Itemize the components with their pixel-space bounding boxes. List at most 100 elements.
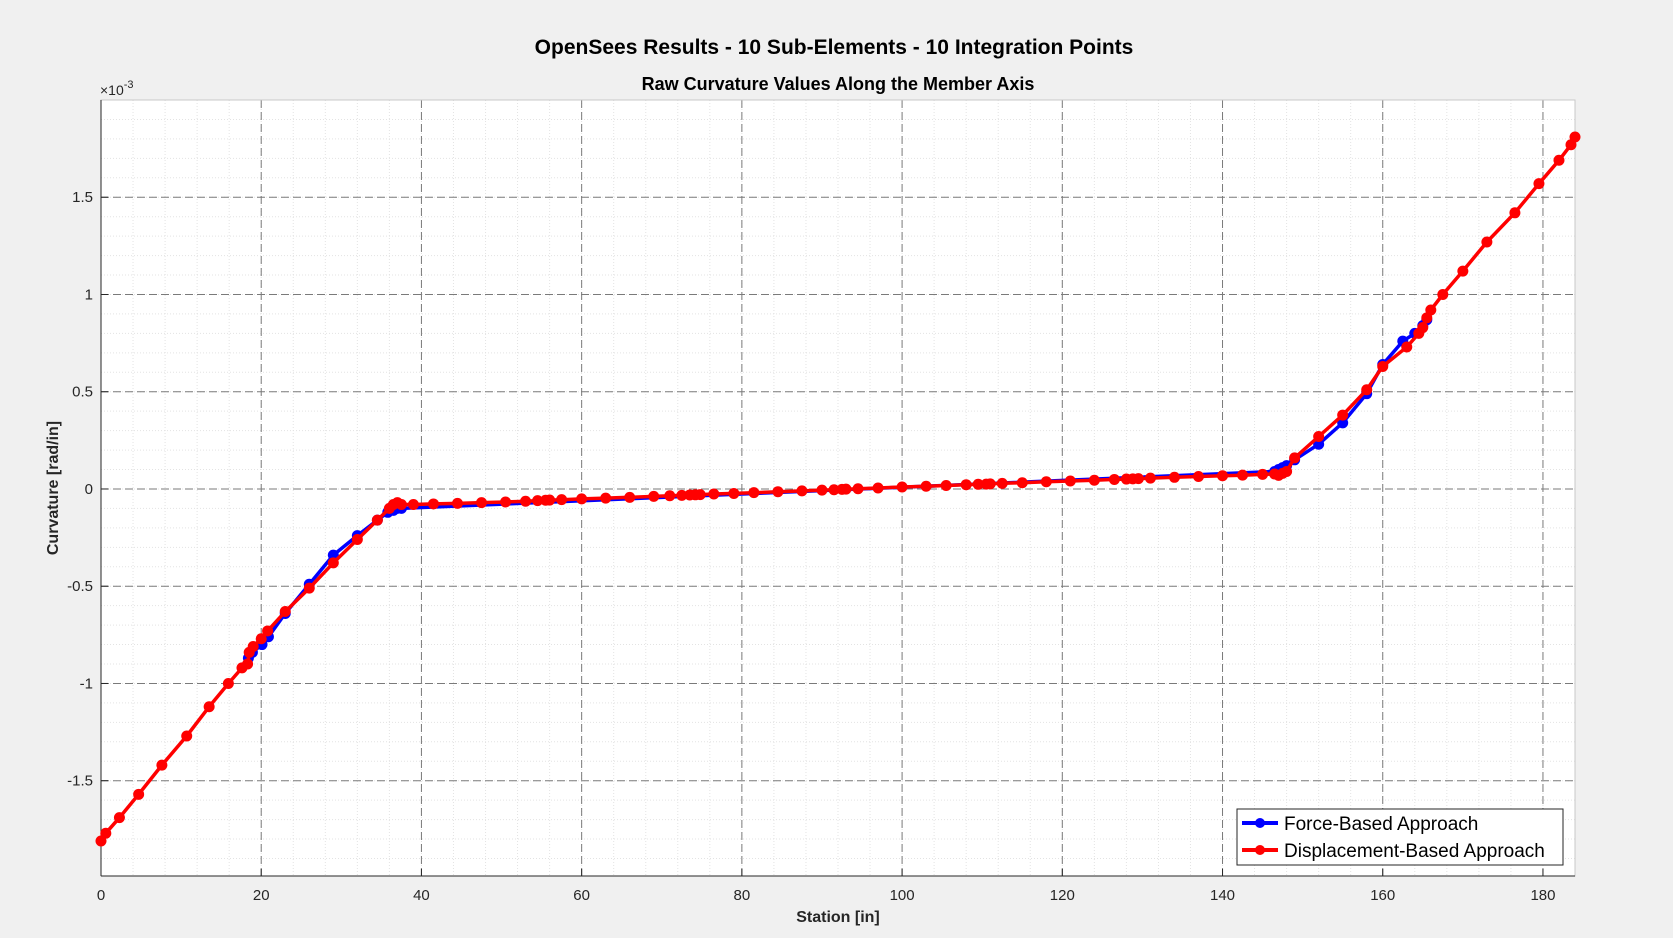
data-point (1040, 476, 1052, 488)
data-point (676, 489, 688, 501)
x-axis-label: Station [in] (796, 909, 880, 926)
data-point (156, 759, 168, 771)
data-point (1192, 471, 1204, 483)
data-point (694, 489, 706, 501)
x-tick-label: 40 (413, 887, 430, 904)
x-axis-ticks: 0 20 40 60 80 100 120 140 160 180 (97, 869, 1555, 904)
data-point (1088, 474, 1100, 486)
data-point (247, 641, 259, 653)
data-point (351, 534, 363, 546)
data-point (896, 481, 908, 493)
data-point (181, 730, 193, 742)
data-point (728, 487, 740, 499)
data-point (600, 492, 612, 504)
y-tick-label: -1.5 (67, 773, 93, 790)
data-point (748, 487, 760, 499)
data-point (1457, 265, 1469, 277)
data-point (255, 633, 267, 645)
data-point (407, 499, 419, 511)
data-point (1257, 468, 1269, 480)
y-exponent-label: ×10-3 (100, 79, 134, 98)
data-point (1337, 409, 1349, 421)
data-point (1132, 473, 1144, 485)
y-tick-label: 0.5 (72, 384, 93, 401)
data-point (828, 484, 840, 496)
y-tick-label: 0 (85, 481, 93, 498)
data-point (242, 658, 254, 670)
data-point (1237, 469, 1249, 481)
data-point (1144, 472, 1156, 484)
legend: Force-Based Approach Displacement-Based … (1236, 808, 1564, 866)
data-point (1437, 288, 1449, 300)
data-point (576, 493, 588, 505)
x-tick-label: 80 (734, 887, 751, 904)
data-point (624, 491, 636, 503)
data-point (371, 514, 383, 526)
data-point (1377, 360, 1389, 372)
data-point (796, 485, 808, 497)
series-displacement-based (95, 131, 1581, 847)
data-point (1168, 471, 1180, 483)
data-point (1337, 417, 1349, 429)
data-point (544, 494, 556, 506)
y-tick-label: -0.5 (67, 578, 93, 595)
data-point (984, 478, 996, 490)
x-tick-label: 120 (1050, 887, 1075, 904)
x-tick-label: 20 (253, 887, 270, 904)
data-point (872, 482, 884, 494)
data-point (1016, 477, 1028, 489)
y-tick-label: -1 (80, 675, 93, 692)
minor-grid (100, 99, 1576, 876)
legend-box (1236, 808, 1564, 866)
data-point (1281, 465, 1293, 477)
data-point (1509, 207, 1521, 219)
data-point (395, 499, 407, 511)
data-point (1361, 384, 1373, 396)
legend-label-force-based: Force-Based Approach (1284, 814, 1478, 835)
y-exponent-base: ×10 (100, 82, 124, 98)
data-point (1553, 154, 1565, 166)
data-point (113, 812, 125, 824)
data-point (940, 479, 952, 491)
data-point (262, 625, 274, 637)
data-point (1108, 473, 1120, 485)
data-point (664, 490, 676, 502)
data-point (852, 483, 864, 495)
data-point (1401, 341, 1413, 353)
data-point (327, 557, 339, 569)
x-tick-label: 60 (573, 887, 590, 904)
data-point (532, 495, 544, 507)
legend-marker-displacement-based (1255, 845, 1265, 855)
chart-subtitle: Raw Curvature Values Along the Member Ax… (642, 74, 1035, 94)
data-point (203, 701, 215, 713)
data-point (972, 478, 984, 490)
y-tick-label: 1 (85, 286, 93, 303)
chart-title: OpenSees Results - 10 Sub-Elements - 10 … (535, 36, 1134, 59)
x-tick-label: 160 (1370, 887, 1395, 904)
data-point (556, 494, 568, 506)
data-point (996, 477, 1008, 489)
x-tick-label: 100 (890, 887, 915, 904)
data-point (279, 605, 291, 617)
data-point (772, 486, 784, 498)
data-point (500, 496, 512, 508)
y-axis-label: Curvature [rad/in] (45, 421, 62, 555)
data-point (1064, 475, 1076, 487)
data-point (840, 483, 852, 495)
y-tick-label: 1.5 (72, 189, 93, 206)
data-point (520, 495, 532, 507)
data-point (708, 488, 720, 500)
data-point (222, 677, 234, 689)
y-axis-ticks: -1.5 -1 -0.5 0 0.5 1 1.5 (67, 189, 108, 790)
x-tick-label: 0 (97, 887, 105, 904)
data-point (1289, 452, 1301, 464)
data-point (133, 788, 145, 800)
data-point (1313, 438, 1325, 450)
legend-marker-force-based (1255, 818, 1265, 828)
data-point (476, 497, 488, 509)
x-tick-label: 180 (1530, 887, 1555, 904)
data-point (451, 497, 463, 509)
data-point (648, 490, 660, 502)
data-point (1425, 304, 1437, 316)
